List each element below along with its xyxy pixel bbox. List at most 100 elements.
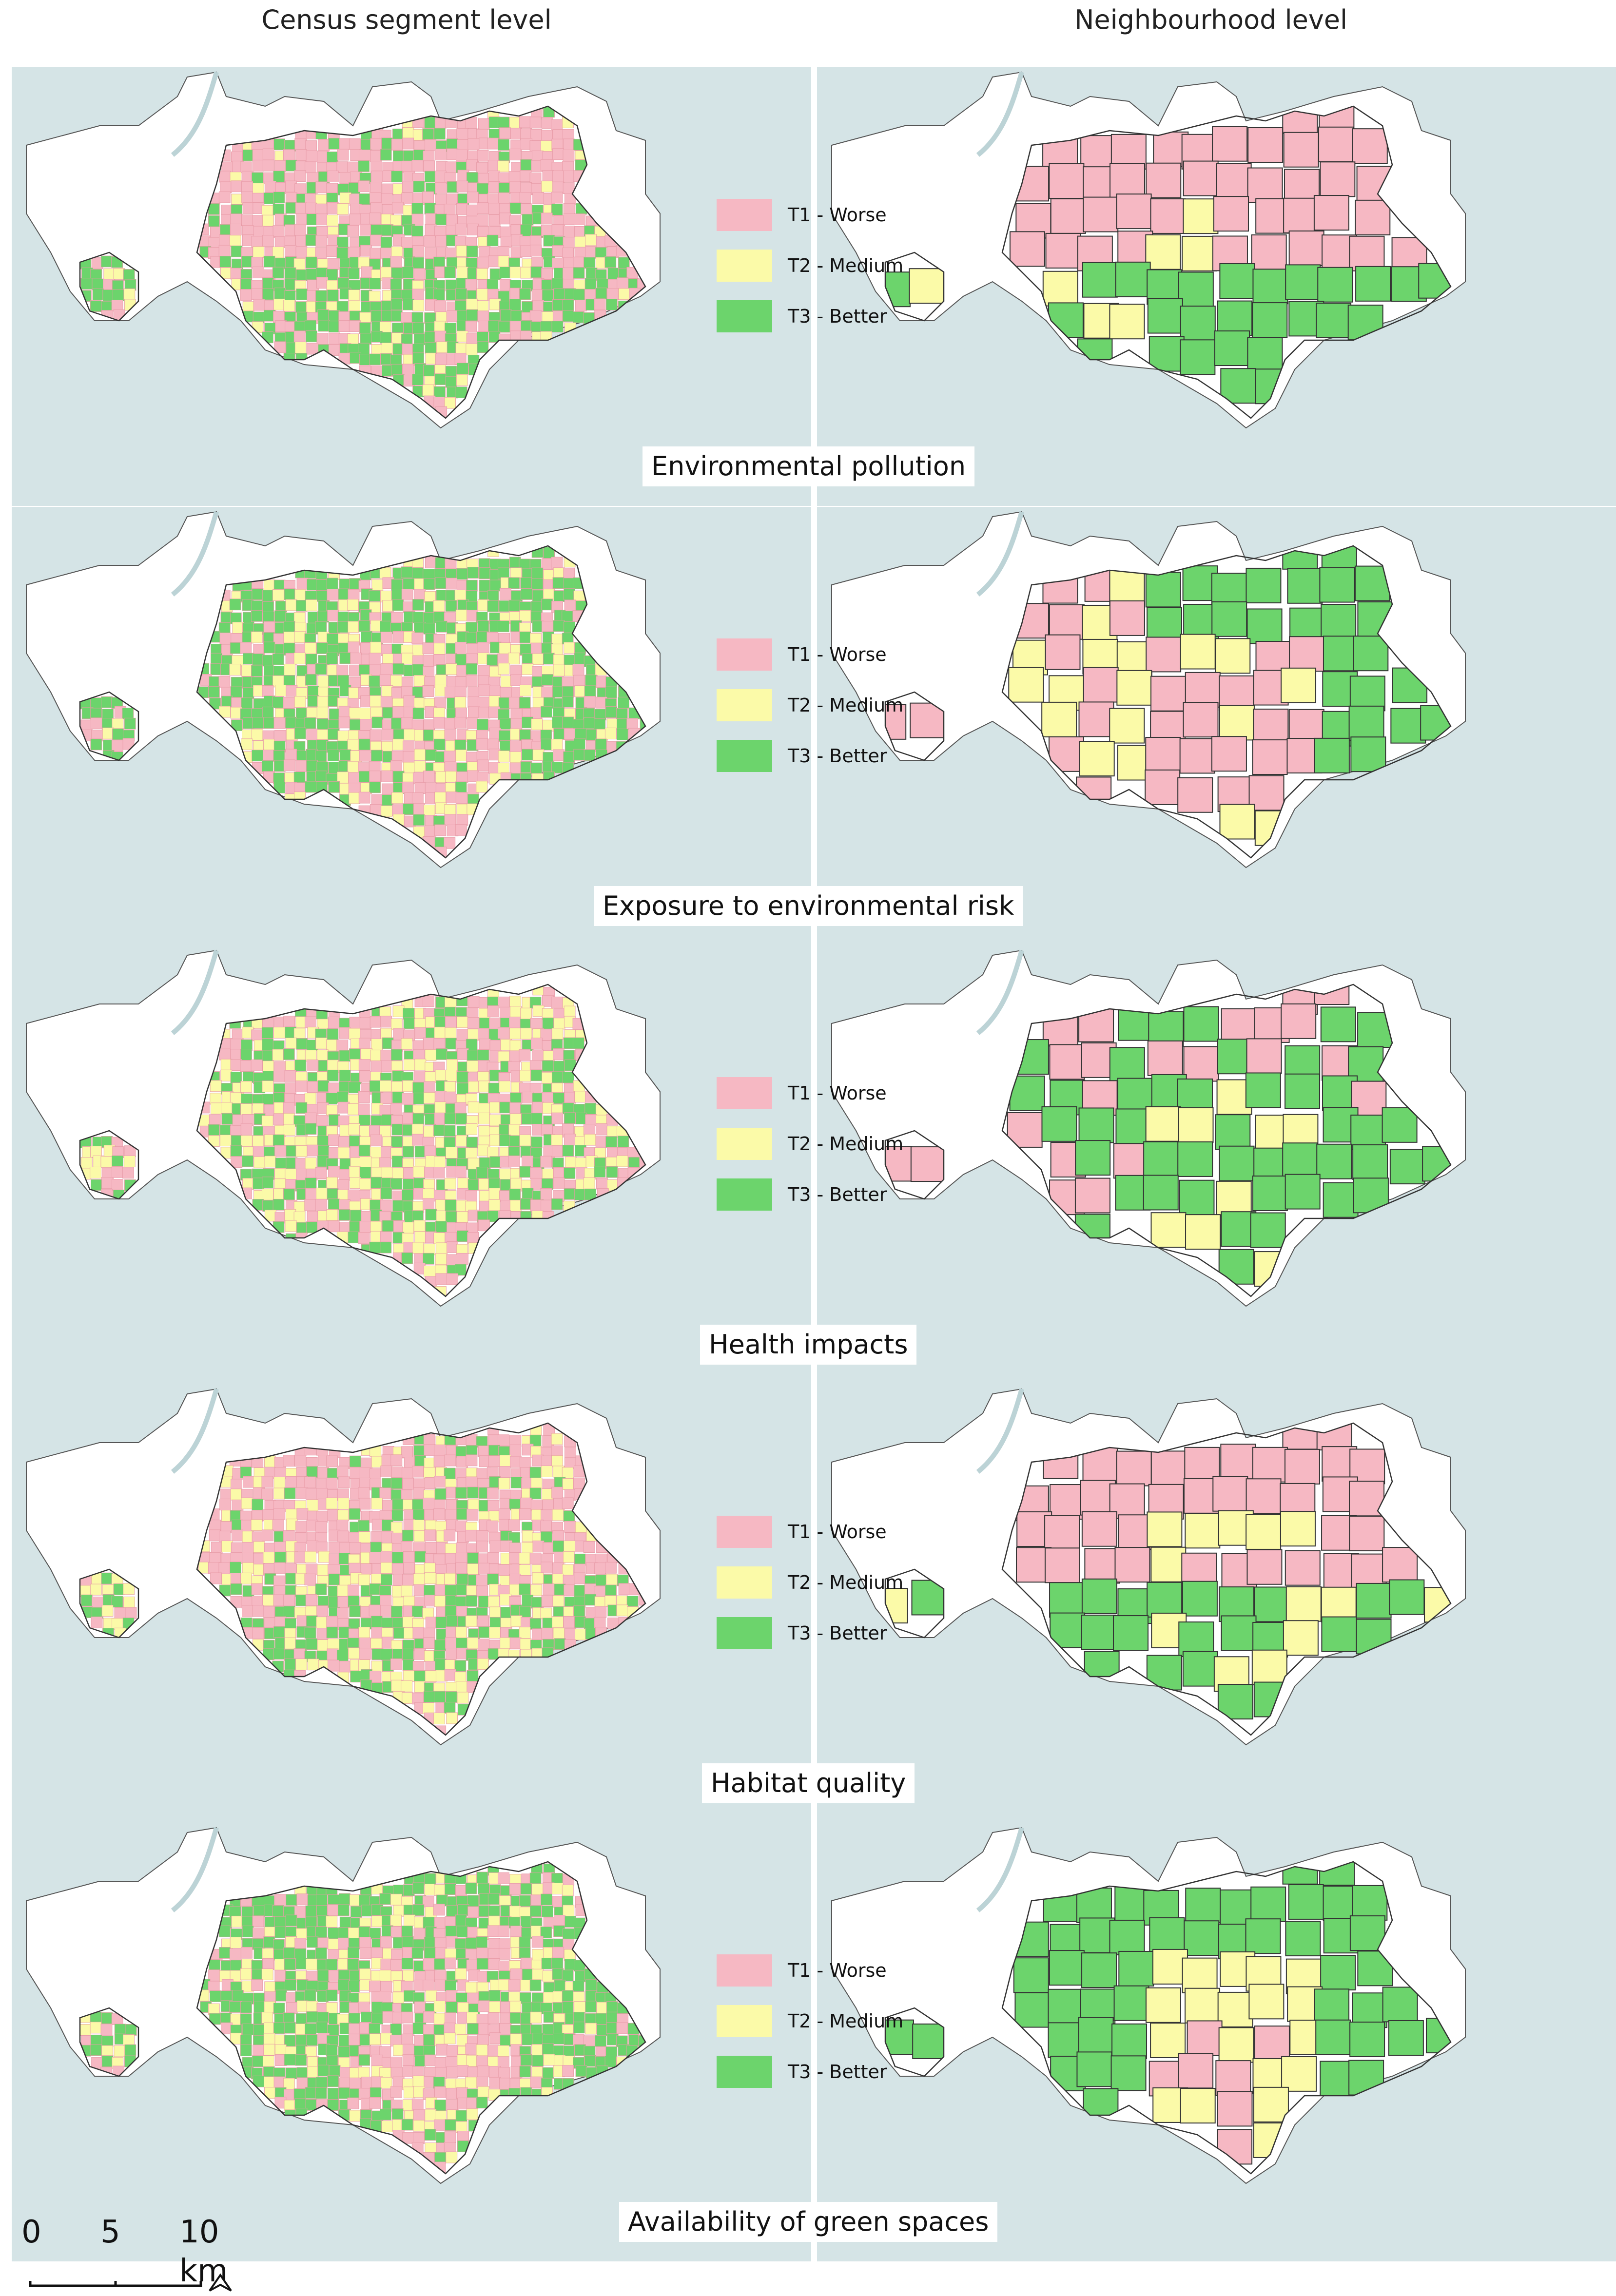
census-segment <box>209 1520 221 1532</box>
census-segment <box>262 685 274 697</box>
census-segment <box>274 341 286 353</box>
census-segment <box>445 376 457 388</box>
census-segment <box>296 1508 309 1520</box>
census-segment <box>541 1466 553 1477</box>
census-segment <box>240 1947 253 1959</box>
legend-swatch <box>717 199 772 231</box>
census-segment <box>220 1960 233 1972</box>
census-segment <box>499 1101 511 1114</box>
census-segment <box>111 740 123 752</box>
census-segment <box>350 653 362 665</box>
census-segment <box>551 1433 563 1445</box>
census-segment <box>584 2055 596 2067</box>
census-segment <box>532 1572 544 1584</box>
census-segment <box>444 2012 456 2025</box>
census-segment <box>80 2024 91 2036</box>
census-segment <box>252 215 264 227</box>
legend-label: T2 - Medium <box>788 1572 904 1593</box>
census-segment <box>455 2110 467 2122</box>
census-segment <box>478 1639 490 1651</box>
census-segment <box>379 1893 391 1905</box>
census-segment <box>349 2033 360 2045</box>
census-segment <box>487 2044 500 2056</box>
neighbourhood <box>1084 1548 1120 1584</box>
census-segment <box>564 642 576 654</box>
census-segment <box>219 1499 231 1511</box>
census-segment <box>519 192 531 204</box>
census-segment <box>520 577 532 589</box>
census-segment <box>412 1134 424 1146</box>
census-segment <box>370 695 382 707</box>
legend-label: T3 - Better <box>788 1622 887 1644</box>
census-segment <box>337 149 349 161</box>
legend-item: T1 - Worse <box>717 638 902 671</box>
census-segment <box>476 738 488 750</box>
census-segment <box>444 1529 456 1542</box>
census-segment <box>435 1273 448 1285</box>
census-segment <box>262 1509 274 1521</box>
census-segment <box>445 600 457 612</box>
census-segment <box>316 213 328 226</box>
census-segment <box>347 1947 359 1959</box>
census-segment <box>283 1455 295 1467</box>
census-segment <box>403 1551 415 1563</box>
census-segment <box>551 557 563 569</box>
census-segment <box>572 664 584 676</box>
neighbourhood <box>1352 128 1388 164</box>
census-segment <box>316 1488 328 1500</box>
census-segment <box>467 192 479 204</box>
census-segment <box>466 579 478 592</box>
census-segment <box>240 1048 252 1061</box>
census-segment <box>339 1081 351 1093</box>
census-segment <box>455 343 467 355</box>
census-segment <box>476 1936 488 1948</box>
census-segment <box>263 1606 275 1618</box>
map-panel-left-1 <box>12 67 811 506</box>
census-segment <box>434 1640 446 1652</box>
census-segment <box>275 685 287 696</box>
census-segment <box>445 1584 457 1597</box>
census-segment <box>240 642 252 654</box>
census-segment <box>315 663 327 675</box>
census-segment <box>272 696 284 708</box>
census-segment <box>478 2000 490 2012</box>
neighbourhood <box>1145 736 1181 772</box>
census-segment <box>390 298 403 310</box>
census-segment <box>327 1188 339 1200</box>
census-segment <box>240 2001 252 2013</box>
census-segment <box>337 772 349 784</box>
census-segment <box>283 1113 295 1125</box>
census-segment <box>444 1467 456 1480</box>
census-segment <box>447 2045 459 2057</box>
census-segment <box>519 1552 531 1564</box>
census-segment <box>232 622 244 634</box>
census-segment <box>253 1905 265 1917</box>
census-segment <box>403 695 415 707</box>
census-segment <box>402 1080 414 1092</box>
neighbourhood <box>911 1580 947 1616</box>
neighbourhood <box>1045 634 1081 670</box>
census-segment <box>510 1177 522 1190</box>
neighbourhood <box>1216 1180 1252 1216</box>
census-segment <box>454 2024 467 2036</box>
census-segment <box>455 824 467 836</box>
census-segment <box>424 1595 436 1607</box>
census-segment <box>616 1155 628 1167</box>
census-segment <box>381 1531 393 1543</box>
census-segment <box>252 717 264 729</box>
census-segment <box>425 1617 437 1629</box>
census-segment <box>391 364 403 376</box>
census-segment <box>326 1915 338 1928</box>
census-segment <box>423 1980 435 1992</box>
census-segment <box>274 1168 286 1180</box>
census-segment <box>499 1135 511 1146</box>
census-segment <box>477 642 489 654</box>
census-segment <box>305 2099 317 2111</box>
census-segment <box>338 1136 350 1148</box>
census-segment <box>382 653 394 665</box>
census-segment <box>424 1585 436 1597</box>
census-segment <box>402 2132 414 2144</box>
neighbourhood <box>1081 1952 1117 1988</box>
census-segment <box>457 1048 469 1060</box>
census-segment <box>327 1028 339 1040</box>
